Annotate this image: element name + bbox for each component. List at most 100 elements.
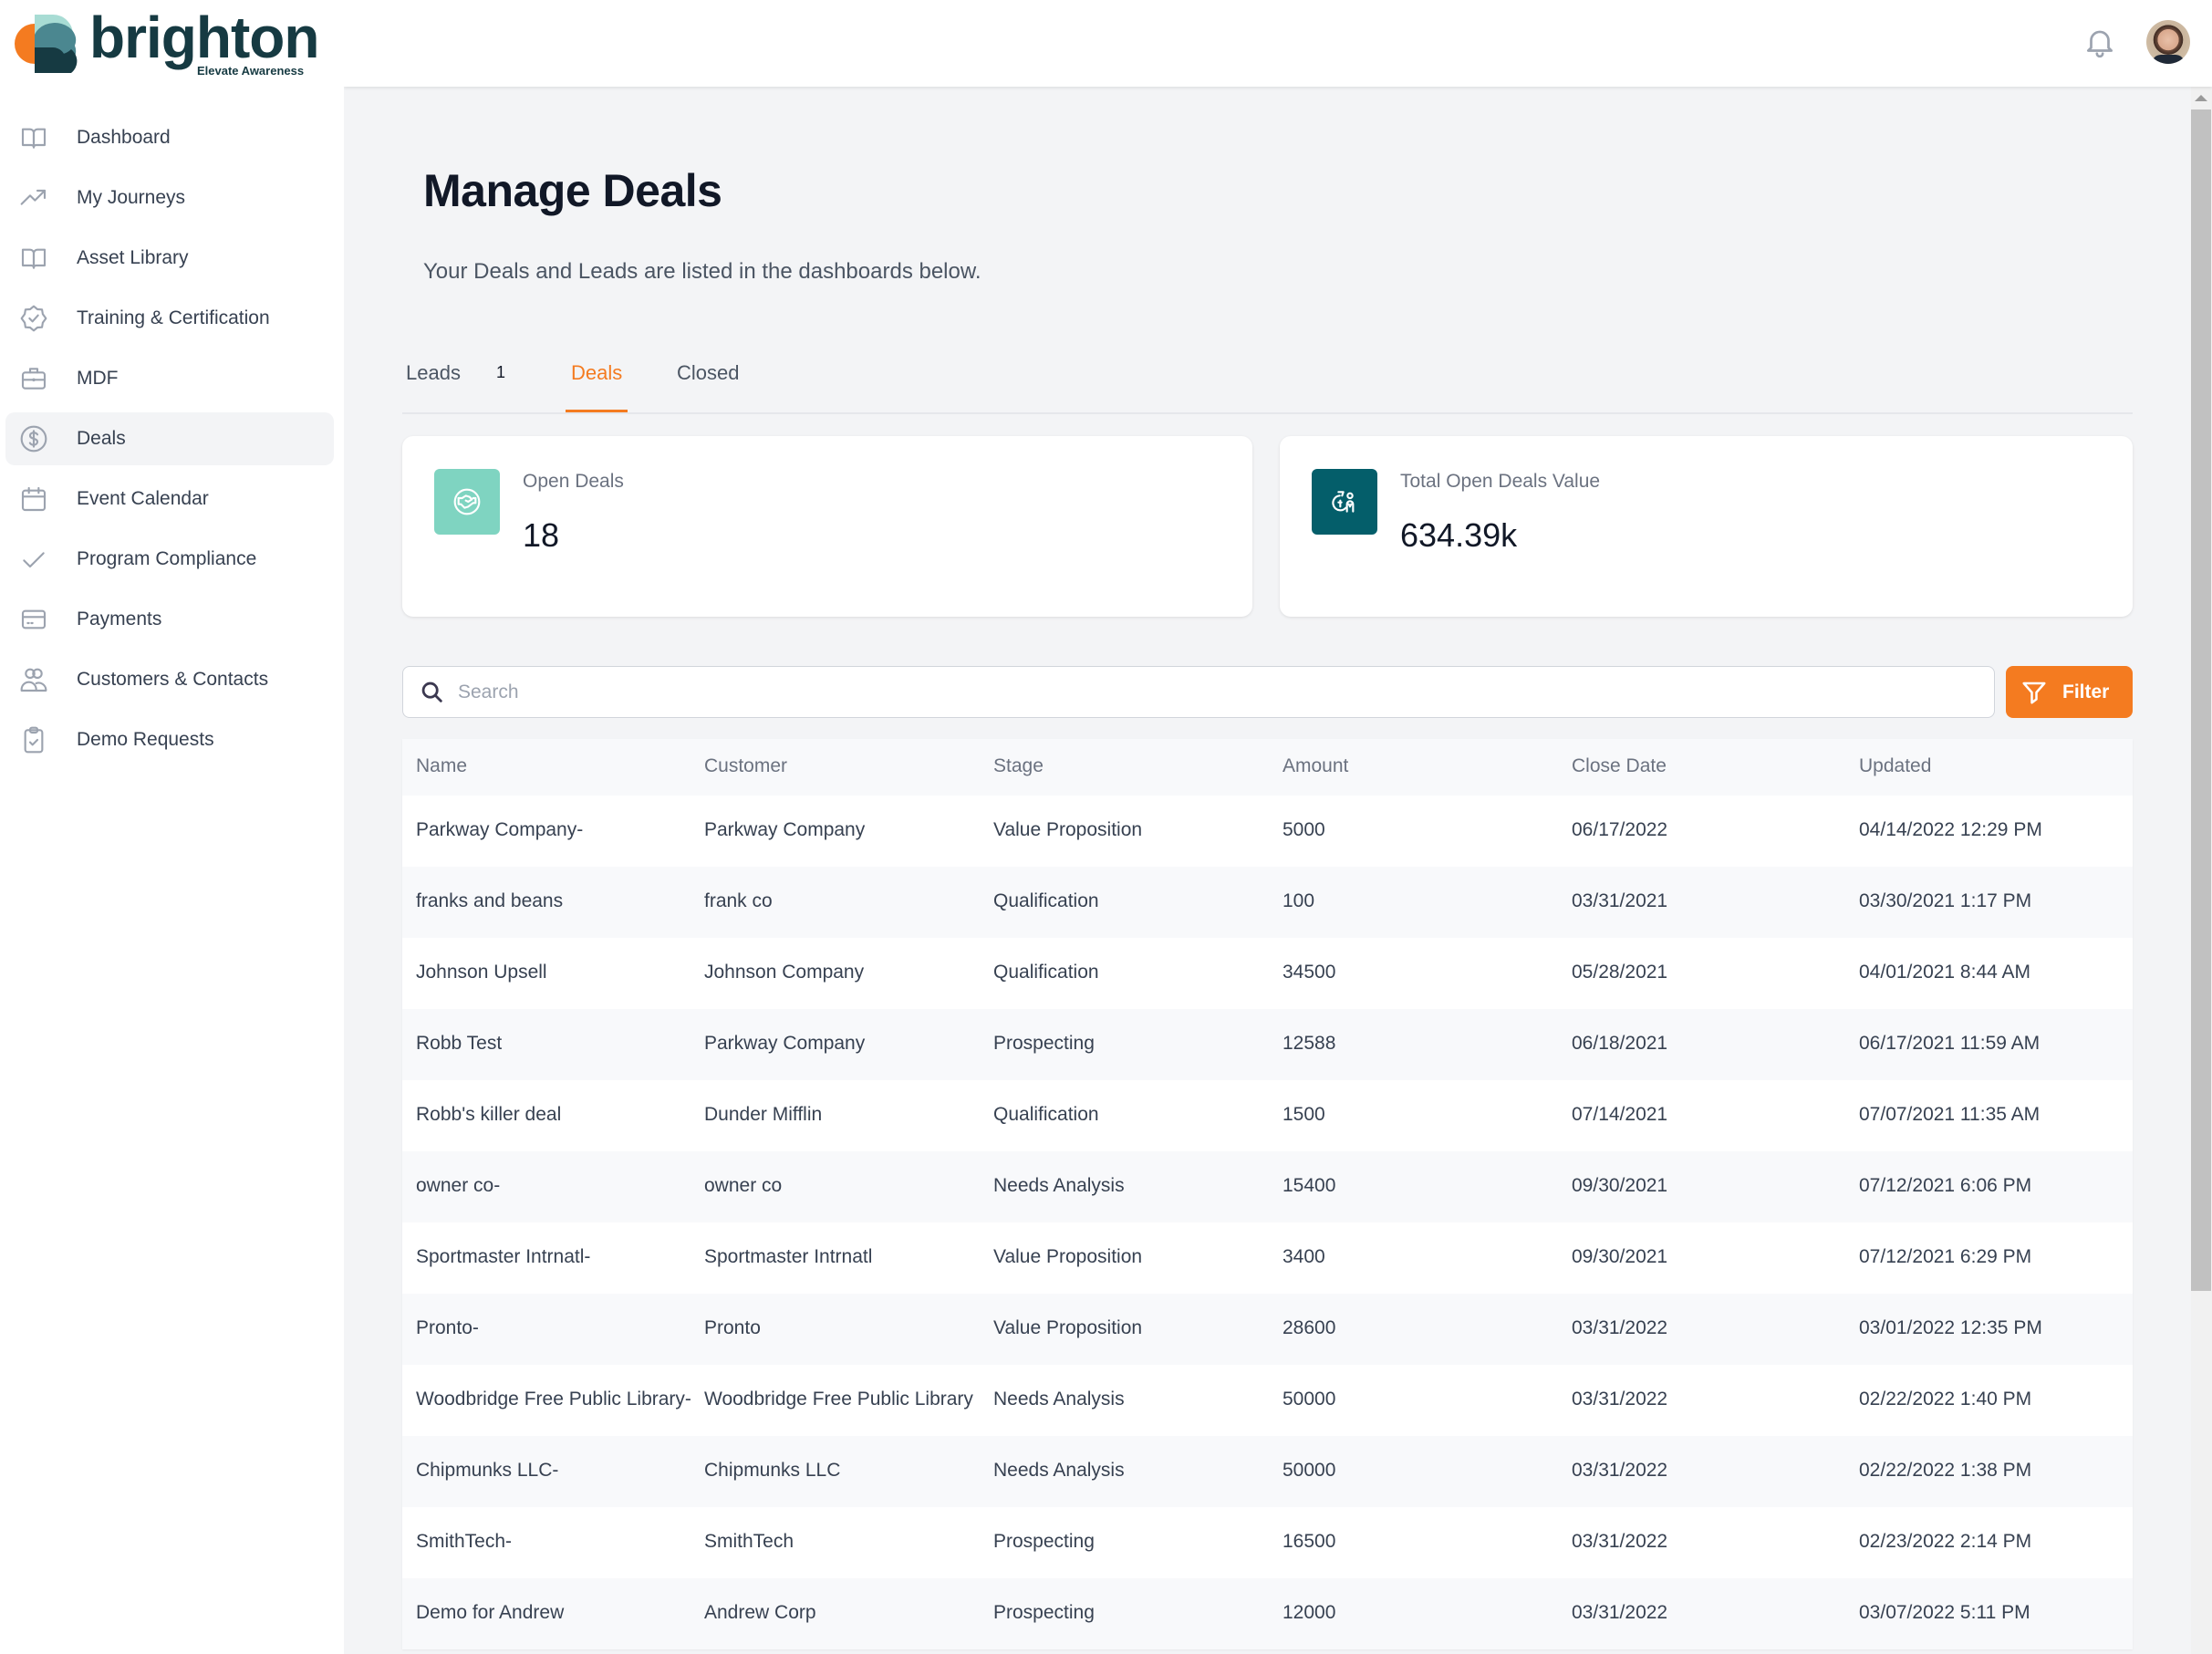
cell-updated: 07/12/2021 6:29 PM xyxy=(1859,1246,2032,1267)
search-input[interactable] xyxy=(458,667,1972,717)
table-row[interactable]: Robb's killer deal Dunder Mifflin Qualific… xyxy=(402,1080,2133,1151)
users-icon xyxy=(18,664,49,695)
open-deals-card: Open Deals 18 xyxy=(402,436,1252,617)
cell-name[interactable]: SmithTech- xyxy=(416,1531,513,1552)
sidebar-item-deals[interactable]: Deals xyxy=(5,412,334,465)
sidebar-item-payments[interactable]: Payments xyxy=(5,593,334,646)
cell-amount: 15400 xyxy=(1283,1175,1336,1196)
sidebar-item-label: Training & Certification xyxy=(77,307,270,328)
sidebar-item-demo-requests[interactable]: Demo Requests xyxy=(5,713,334,766)
cell-updated: 02/22/2022 1:40 PM xyxy=(1859,1389,2032,1410)
sidebar-item-training-certification[interactable]: Training & Certification xyxy=(5,292,334,345)
user-avatar[interactable] xyxy=(2146,20,2190,64)
cell-name[interactable]: Johnson Upsell xyxy=(416,962,547,983)
cell-name[interactable]: Woodbridge Free Public Library- xyxy=(416,1389,691,1410)
tab-label: Deals xyxy=(571,361,623,384)
sidebar-item-program-compliance[interactable]: Program Compliance xyxy=(5,533,334,586)
table-body: Parkway Company- Parkway Company Value Pro… xyxy=(402,796,2133,1649)
table-row[interactable]: Johnson Upsell Johnson Company Qualificati… xyxy=(402,938,2133,1009)
cell-stage: Prospecting xyxy=(993,1033,1095,1054)
cell-close-date: 03/31/2022 xyxy=(1572,1317,1668,1338)
search-bar xyxy=(402,666,1995,718)
tab-label: Closed xyxy=(677,361,740,384)
brand-logo[interactable]: brighton Elevate Awareness xyxy=(15,5,319,78)
cell-updated: 03/07/2022 5:11 PM xyxy=(1859,1602,2030,1623)
cell-name[interactable]: Robb Test xyxy=(416,1033,503,1054)
column-header-name[interactable]: Name xyxy=(416,755,468,776)
cell-name[interactable]: Pronto- xyxy=(416,1317,479,1338)
sidebar-item-label: Dashboard xyxy=(77,127,171,148)
sidebar-item-my-journeys[interactable]: My Journeys xyxy=(5,172,334,224)
filter-button[interactable]: Filter xyxy=(2006,666,2133,718)
cell-close-date: 06/17/2022 xyxy=(1572,819,1668,840)
check-icon xyxy=(18,544,49,575)
cell-customer: Chipmunks LLC xyxy=(704,1460,841,1481)
page-subtitle: Your Deals and Leads are listed in the d… xyxy=(423,259,981,284)
cell-name[interactable]: franks and beans xyxy=(416,890,564,911)
table-row[interactable]: Chipmunks LLC- Chipmunks LLC Needs Analysi… xyxy=(402,1436,2133,1507)
book-open-icon xyxy=(18,243,49,274)
sidebar-item-mdf[interactable]: MDF xyxy=(5,352,334,405)
cell-name[interactable]: Parkway Company- xyxy=(416,819,584,840)
scroll-up-arrow-icon[interactable] xyxy=(2195,95,2207,101)
cell-customer: frank co xyxy=(704,890,773,911)
cell-name[interactable]: Robb's killer deal xyxy=(416,1104,562,1125)
scrollbar-thumb[interactable] xyxy=(2191,109,2211,1291)
cell-close-date: 06/18/2021 xyxy=(1572,1033,1668,1054)
table-row[interactable]: Robb Test Parkway Company Prospecting 12588… xyxy=(402,1009,2133,1080)
table-header: Name Customer Stage Amount Close Date Up… xyxy=(402,739,2133,796)
cell-updated: 06/17/2021 11:59 AM xyxy=(1859,1033,2041,1054)
sidebar-item-label: Demo Requests xyxy=(77,729,214,750)
filter-funnel-icon xyxy=(2022,681,2046,703)
sidebar-item-customers-contacts[interactable]: Customers & Contacts xyxy=(5,653,334,706)
sidebar-item-label: Deals xyxy=(77,428,126,449)
cell-amount: 12000 xyxy=(1283,1602,1336,1623)
cell-close-date: 03/31/2022 xyxy=(1572,1531,1668,1552)
table-row[interactable]: Sportmaster Intrnatl- Sportmaster Intrnat… xyxy=(402,1222,2133,1294)
cell-customer: Johnson Company xyxy=(704,962,865,983)
filter-label: Filter xyxy=(2062,681,2110,702)
sidebar-item-asset-library[interactable]: Asset Library xyxy=(5,232,334,285)
column-header-stage[interactable]: Stage xyxy=(993,755,1044,776)
table-row[interactable]: Pronto- Pronto Value Proposition 28600 03/31… xyxy=(402,1294,2133,1365)
column-header-amount[interactable]: Amount xyxy=(1283,755,1349,776)
column-header-close-date[interactable]: Close Date xyxy=(1572,755,1667,776)
table-row[interactable]: SmithTech- SmithTech Prospecting 16500 03/31… xyxy=(402,1507,2133,1578)
cell-name[interactable]: Chipmunks LLC- xyxy=(416,1460,559,1481)
sidebar-nav: Dashboard My Journeys Asset Library Trai… xyxy=(5,111,334,774)
cell-customer: Sportmaster Intrnatl xyxy=(704,1246,873,1267)
deal-tabs: Leads 1 Deals Closed xyxy=(402,347,2133,414)
cell-amount: 28600 xyxy=(1283,1317,1336,1338)
cell-name[interactable]: owner co- xyxy=(416,1175,501,1196)
cell-amount: 100 xyxy=(1283,890,1315,911)
sidebar-item-event-calendar[interactable]: Event Calendar xyxy=(5,473,334,525)
cell-stage: Needs Analysis xyxy=(993,1460,1125,1481)
sidebar-item-label: Program Compliance xyxy=(77,548,257,569)
tab-leads[interactable]: Leads 1 xyxy=(406,361,505,412)
cell-stage: Prospecting xyxy=(993,1602,1095,1623)
cell-name[interactable]: Demo for Andrew xyxy=(416,1602,565,1623)
table-row[interactable]: Parkway Company- Parkway Company Value Pro… xyxy=(402,796,2133,867)
cell-name[interactable]: Sportmaster Intrnatl- xyxy=(416,1246,591,1267)
cell-stage: Value Proposition xyxy=(993,1317,1143,1338)
table-row[interactable]: Woodbridge Free Public Library- Woodbridg… xyxy=(402,1365,2133,1436)
cell-amount: 5000 xyxy=(1283,819,1325,840)
tab-closed[interactable]: Closed xyxy=(677,361,739,412)
cell-customer: SmithTech xyxy=(704,1531,794,1552)
bell-icon[interactable] xyxy=(2082,25,2117,59)
cell-stage: Needs Analysis xyxy=(993,1175,1125,1196)
stat-label: Open Deals xyxy=(523,471,624,492)
book-open-icon xyxy=(18,122,49,153)
cell-amount: 3400 xyxy=(1283,1246,1325,1267)
column-header-customer[interactable]: Customer xyxy=(704,755,788,776)
table-row[interactable]: franks and beans frank co Qualification 100… xyxy=(402,867,2133,938)
table-row[interactable]: Demo for Andrew Andrew Corp Prospecting 120… xyxy=(402,1578,2133,1649)
sidebar-item-dashboard[interactable]: Dashboard xyxy=(5,111,334,164)
tab-deals[interactable]: Deals xyxy=(565,361,628,412)
table-row[interactable]: owner co-owner co Needs Analysis 15400 09/3… xyxy=(402,1151,2133,1222)
cell-amount: 1500 xyxy=(1283,1104,1325,1125)
column-header-updated[interactable]: Updated xyxy=(1859,755,1932,776)
credit-card-icon xyxy=(18,604,49,635)
cell-updated: 03/30/2021 1:17 PM xyxy=(1859,890,2032,911)
stat-value: 18 xyxy=(523,516,560,554)
